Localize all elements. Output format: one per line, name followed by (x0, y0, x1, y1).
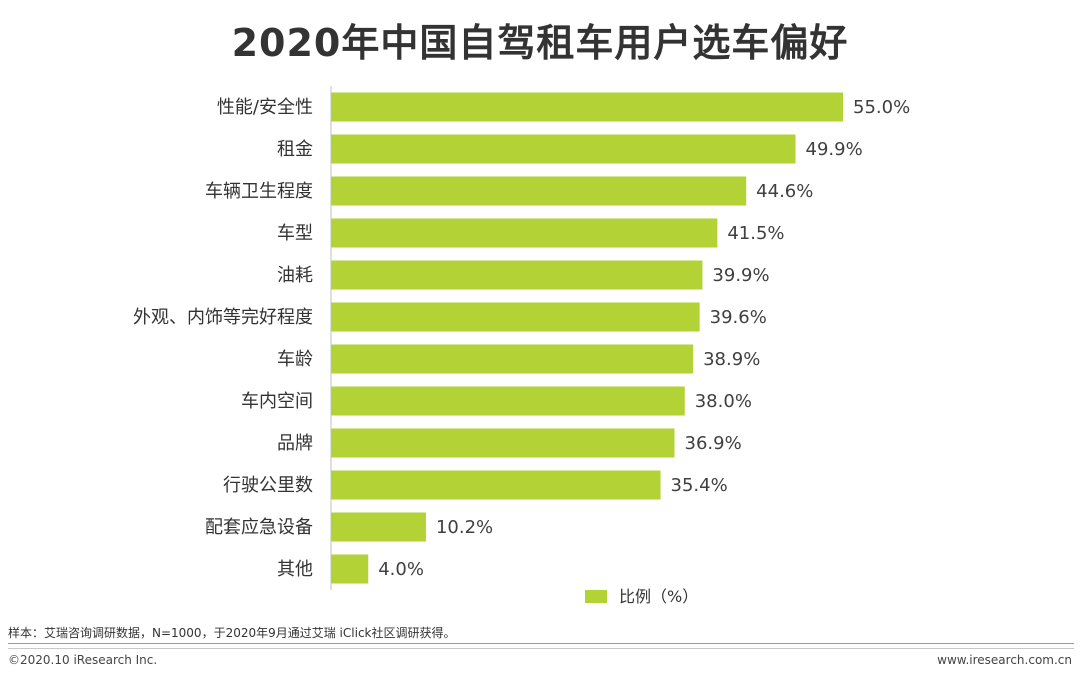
value-label: 4.0% (378, 559, 424, 580)
category-label: 品牌 (277, 433, 313, 454)
legend-swatch (585, 590, 607, 603)
website-url: www.iresearch.com.cn (937, 653, 1072, 667)
bar (331, 512, 426, 542)
bar (331, 218, 718, 248)
legend: 比例（%） (585, 587, 698, 606)
category-label: 油耗 (277, 265, 313, 286)
value-label: 49.9% (806, 139, 863, 160)
value-label: 38.0% (695, 391, 752, 412)
bar (331, 176, 747, 206)
bar (331, 260, 703, 290)
bar (331, 344, 694, 374)
value-label: 44.6% (756, 181, 813, 202)
category-label: 车型 (277, 223, 313, 244)
sample-note: 样本：艾瑞咨询调研数据，N=1000，于2020年9月通过艾瑞 iClick社区… (8, 626, 456, 640)
bar (331, 470, 661, 500)
category-label: 行驶公里数 (223, 475, 313, 496)
bar (331, 302, 700, 332)
value-label: 55.0% (853, 97, 910, 118)
value-label: 41.5% (727, 223, 784, 244)
category-label: 性能/安全性 (217, 97, 313, 118)
value-label: 35.4% (671, 475, 728, 496)
value-label: 38.9% (703, 349, 760, 370)
value-label: 36.9% (685, 433, 742, 454)
value-labels: 55.0% 49.9% 44.6% 41.5% 39.9% 39.6% 38.9% 38.0%… (378, 97, 910, 580)
category-label: 车龄 (277, 349, 313, 370)
legend-label: 比例（%） (619, 587, 698, 606)
bar (331, 428, 675, 458)
category-label: 外观、内饰等完好程度 (133, 307, 313, 328)
category-label: 车辆卫生程度 (205, 181, 313, 202)
footer-divider-secondary (8, 648, 1074, 649)
bar (331, 554, 369, 584)
footer-divider (8, 643, 1074, 644)
category-label: 车内空间 (241, 391, 313, 412)
category-label: 配套应急设备 (205, 517, 313, 538)
category-label: 租金 (277, 139, 313, 160)
bar (331, 386, 685, 416)
bar (331, 92, 843, 122)
value-label: 10.2% (436, 517, 493, 538)
value-label: 39.9% (712, 265, 769, 286)
category-label: 其他 (277, 559, 313, 580)
bars (331, 92, 843, 584)
bar (331, 134, 796, 164)
copyright-text: ©2020.10 iResearch Inc. (8, 653, 158, 667)
value-label: 39.6% (710, 307, 767, 328)
chart-title: 2020年中国自驾租车用户选车偏好 (231, 21, 849, 65)
category-labels: 性能/安全性租金车辆卫生程度车型油耗外观、内饰等完好程度车龄车内空间品牌行驶公里… (133, 97, 313, 580)
